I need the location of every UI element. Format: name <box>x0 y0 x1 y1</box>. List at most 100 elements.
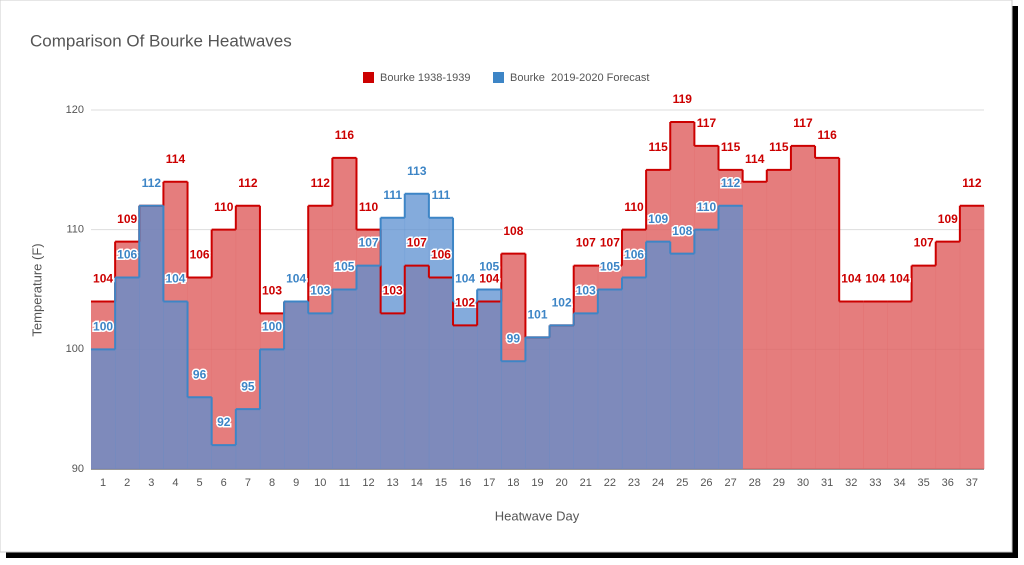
step-area <box>573 313 599 469</box>
data-label: 109 <box>117 212 137 226</box>
data-label: 104 <box>455 272 475 286</box>
data-label: 106 <box>190 248 210 262</box>
x-tick-label: 33 <box>869 477 881 489</box>
step-area <box>694 229 719 469</box>
x-tick-label: 25 <box>676 477 688 489</box>
data-label: 103 <box>383 284 403 298</box>
x-tick-label: 24 <box>652 477 664 489</box>
data-label: 110 <box>214 200 234 214</box>
data-label: 100 <box>262 320 282 334</box>
x-tick-label: 10 <box>314 477 326 489</box>
data-label: 104 <box>165 272 185 286</box>
step-area <box>308 313 333 469</box>
x-tick-label: 29 <box>773 477 785 489</box>
x-tick-label: 11 <box>339 477 350 489</box>
x-tick-label: 17 <box>483 477 495 489</box>
data-label: 105 <box>479 260 499 274</box>
step-area <box>670 253 695 469</box>
x-tick-label: 18 <box>507 477 519 489</box>
data-label: 107 <box>914 236 934 250</box>
x-tick-label: 6 <box>221 477 227 489</box>
data-label: 99 <box>507 331 521 345</box>
data-label: 92 <box>217 415 231 429</box>
data-label: 112 <box>962 176 982 190</box>
step-area <box>646 241 671 469</box>
data-label: 112 <box>311 176 331 190</box>
step-area <box>380 217 406 469</box>
step-area <box>211 445 237 469</box>
data-label: 105 <box>600 260 620 274</box>
step-area <box>718 205 743 469</box>
x-tick-label: 13 <box>387 477 399 489</box>
data-label: 119 <box>673 92 693 106</box>
data-label: 111 <box>383 188 402 202</box>
data-label: 115 <box>648 140 668 154</box>
data-label: 114 <box>166 152 186 166</box>
legend-label: Bourke 2019-2020 Forecast <box>510 72 649 84</box>
step-area <box>887 301 912 469</box>
data-label: 107 <box>359 236 379 250</box>
data-label: 115 <box>769 140 789 154</box>
step-area <box>525 337 550 469</box>
data-label: 108 <box>503 224 523 238</box>
data-label: 110 <box>624 200 644 214</box>
legend-label: Bourke 1938-1939 <box>380 72 471 84</box>
data-label: 117 <box>697 116 717 130</box>
step-area <box>501 361 526 469</box>
data-label: 107 <box>407 236 427 250</box>
data-label: 114 <box>745 152 765 166</box>
step-area <box>211 229 237 469</box>
x-tick-label: 20 <box>556 477 568 489</box>
data-label: 104 <box>890 272 910 286</box>
step-area <box>911 265 937 469</box>
data-label: 104 <box>286 272 306 286</box>
step-area <box>742 181 768 470</box>
data-label: 101 <box>527 308 547 322</box>
data-label: 103 <box>310 284 330 298</box>
x-tick-label: 37 <box>966 477 978 489</box>
step-area <box>839 301 864 469</box>
step-area <box>284 301 309 469</box>
data-label: 104 <box>93 272 113 286</box>
data-label: 95 <box>241 379 255 393</box>
data-label: 115 <box>721 140 741 154</box>
data-label: 116 <box>335 128 355 142</box>
step-area <box>935 241 961 469</box>
data-label: 110 <box>359 200 379 214</box>
data-label: 117 <box>793 116 813 130</box>
step-area <box>139 205 164 469</box>
y-tick-label: 100 <box>66 343 84 355</box>
step-area <box>959 205 985 469</box>
x-axis-label: Heatwave Day <box>495 508 580 523</box>
step-area <box>187 397 212 469</box>
step-area <box>766 169 792 470</box>
y-tick-label: 120 <box>66 104 84 116</box>
data-label: 112 <box>238 176 258 190</box>
x-tick-label: 35 <box>918 477 930 489</box>
legend-swatch <box>363 72 374 83</box>
data-label: 102 <box>552 296 572 310</box>
step-area <box>235 409 261 469</box>
x-tick-label: 36 <box>942 477 954 489</box>
step-area <box>259 349 285 469</box>
x-tick-label: 26 <box>700 477 712 489</box>
data-label: 102 <box>552 296 572 310</box>
legend-swatch <box>493 72 504 83</box>
x-tick-label: 14 <box>411 477 423 489</box>
data-label: 106 <box>624 248 644 262</box>
step-area <box>549 325 575 469</box>
x-tick-label: 3 <box>148 477 154 489</box>
step-area <box>404 193 430 469</box>
data-label: 104 <box>479 272 499 286</box>
chart-title: Comparison Of Bourke Heatwaves <box>30 31 292 50</box>
step-area <box>863 301 888 469</box>
frame-shadow <box>1012 6 1018 558</box>
step-area <box>453 301 478 469</box>
data-label: 112 <box>142 176 162 190</box>
x-tick-label: 30 <box>797 477 809 489</box>
x-tick-label: 2 <box>124 477 130 489</box>
data-label: 109 <box>938 212 958 226</box>
frame-shadow <box>6 552 1018 558</box>
step-area <box>163 301 188 469</box>
